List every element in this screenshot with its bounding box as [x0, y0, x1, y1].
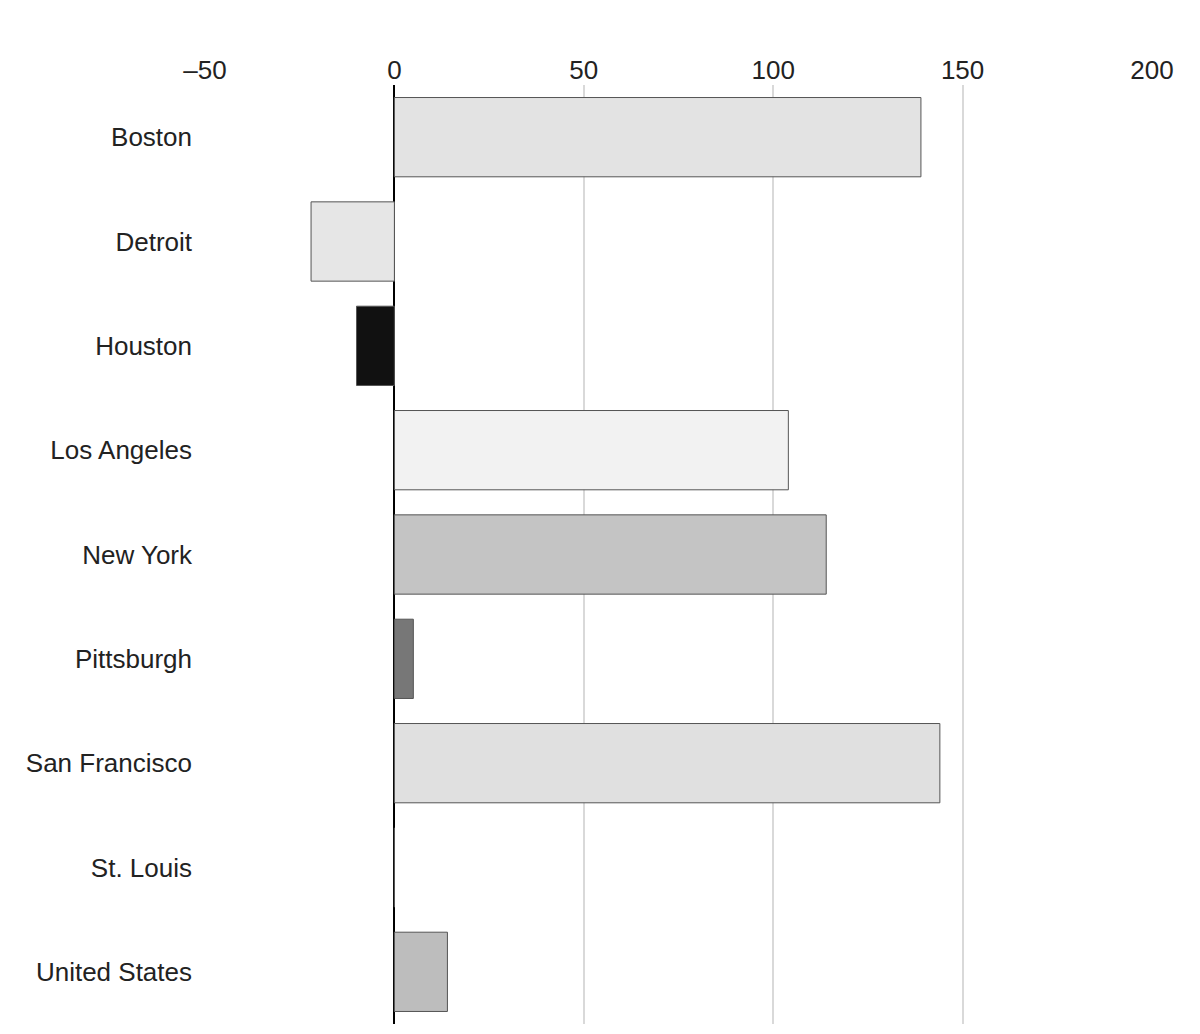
svg-text:150: 150 [941, 55, 984, 85]
svg-text:United States: United States [36, 957, 192, 987]
svg-text:–50: –50 [183, 55, 226, 85]
svg-text:Houston: Houston [95, 331, 192, 361]
svg-text:Los Angeles: Los Angeles [50, 435, 192, 465]
svg-text:Boston: Boston [111, 122, 192, 152]
svg-text:Pittsburgh: Pittsburgh [75, 644, 192, 674]
svg-text:St. Louis: St. Louis [91, 853, 192, 883]
svg-text:New York: New York [82, 540, 193, 570]
svg-text:0: 0 [387, 55, 401, 85]
svg-text:200: 200 [1130, 55, 1173, 85]
svg-text:Detroit: Detroit [115, 227, 192, 257]
svg-text:50: 50 [569, 55, 598, 85]
svg-text:100: 100 [752, 55, 795, 85]
svg-text:San Francisco: San Francisco [26, 748, 192, 778]
